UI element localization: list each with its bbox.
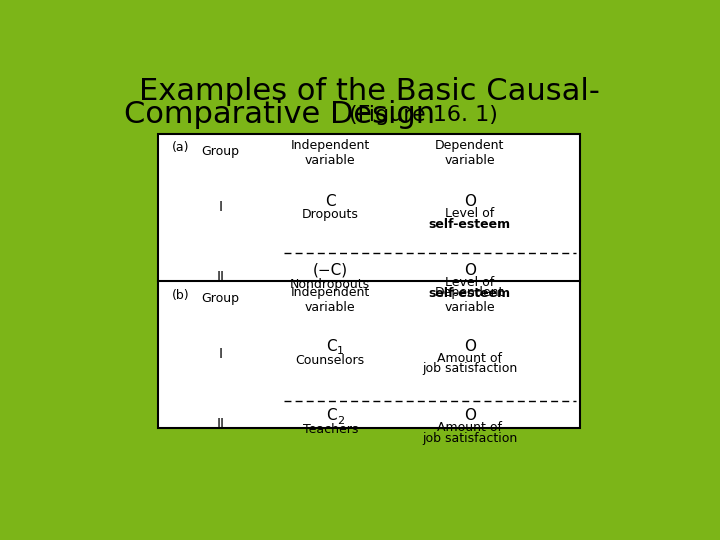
Text: I: I bbox=[218, 347, 222, 361]
Text: self-esteem: self-esteem bbox=[428, 218, 510, 231]
Text: O: O bbox=[464, 408, 476, 423]
Text: (a): (a) bbox=[172, 141, 189, 154]
Text: II: II bbox=[216, 417, 224, 430]
Bar bbox=[158, 134, 580, 428]
Text: Level of: Level of bbox=[445, 276, 495, 289]
Text: Dependent
variable: Dependent variable bbox=[435, 139, 505, 166]
Text: (b): (b) bbox=[172, 288, 190, 301]
Text: C: C bbox=[326, 408, 337, 423]
Text: 2: 2 bbox=[337, 416, 344, 426]
Text: O: O bbox=[464, 263, 476, 278]
Text: II: II bbox=[216, 269, 224, 284]
Text: Counselors: Counselors bbox=[296, 354, 365, 367]
Text: 1: 1 bbox=[337, 346, 344, 356]
Text: C: C bbox=[325, 194, 336, 208]
Text: Teachers: Teachers bbox=[302, 423, 358, 436]
Text: Comparative Design: Comparative Design bbox=[125, 100, 436, 130]
Text: Nondropouts: Nondropouts bbox=[290, 278, 370, 291]
Text: O: O bbox=[464, 339, 476, 354]
Text: Level of: Level of bbox=[445, 207, 495, 220]
Text: (−C): (−C) bbox=[312, 263, 348, 278]
Text: job satisfaction: job satisfaction bbox=[422, 432, 518, 445]
Text: Independent
variable: Independent variable bbox=[291, 286, 370, 314]
Text: Examples of the Basic Causal-: Examples of the Basic Causal- bbox=[138, 77, 600, 106]
Text: Amount of: Amount of bbox=[437, 352, 503, 365]
Text: Amount of: Amount of bbox=[437, 421, 503, 434]
Text: Group: Group bbox=[201, 145, 239, 158]
Text: O: O bbox=[464, 194, 476, 208]
Text: Dependent
variable: Dependent variable bbox=[435, 286, 505, 314]
Text: C: C bbox=[326, 339, 337, 354]
Text: Group: Group bbox=[201, 292, 239, 305]
Text: Dropouts: Dropouts bbox=[302, 208, 359, 221]
Text: Independent
variable: Independent variable bbox=[291, 139, 370, 166]
Text: I: I bbox=[218, 200, 222, 214]
Text: self-esteem: self-esteem bbox=[428, 287, 510, 300]
Text: job satisfaction: job satisfaction bbox=[422, 362, 518, 375]
Text: (Figure 16. 1): (Figure 16. 1) bbox=[348, 105, 498, 125]
